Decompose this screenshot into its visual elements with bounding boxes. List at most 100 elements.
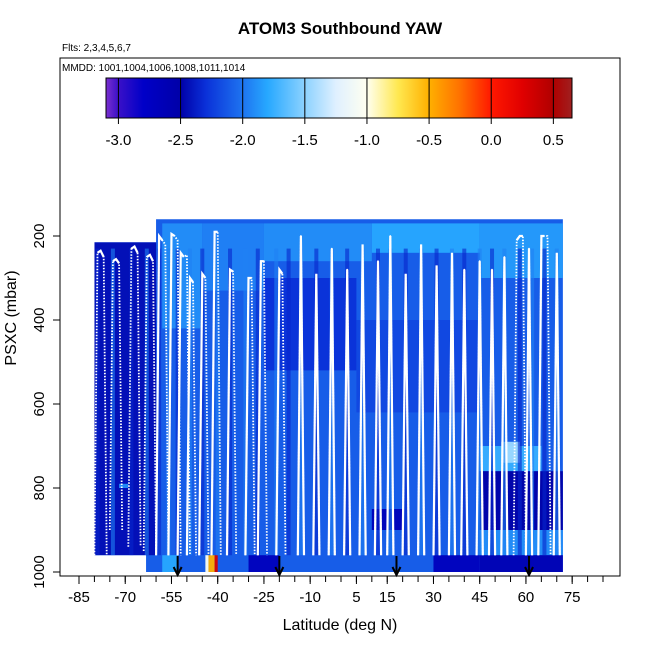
heatmap-cell (479, 555, 563, 572)
x-tick-label: -70 (114, 589, 136, 606)
flight-track-top (432, 265, 441, 556)
profile-stripe (449, 248, 454, 556)
y-tick-label: 800 (31, 475, 48, 500)
flight-track-top (386, 235, 395, 556)
flight-track-top (460, 269, 469, 556)
plot-frame (59, 57, 621, 577)
heatmap-cell (205, 555, 209, 572)
heatmap-cell (119, 483, 129, 488)
profile-stripe (490, 248, 495, 556)
flight-track (127, 245, 142, 547)
flight-track-top (185, 274, 194, 556)
flight-track-top (401, 273, 410, 556)
flight-track (512, 235, 527, 556)
profile-stripe (375, 248, 380, 556)
profile-stripe (129, 248, 134, 556)
colorbar-tick-label: -2.0 (230, 132, 256, 149)
y-tick-label: 600 (31, 391, 48, 416)
profile-stripe (434, 248, 439, 556)
profile-stripe (419, 248, 424, 556)
profile-stripe (95, 248, 100, 556)
flight-track-top (296, 235, 306, 556)
flight-track-top (198, 270, 207, 556)
profile-stripe (144, 248, 149, 556)
x-tick-label: 75 (564, 589, 581, 606)
colorbar-gradient (105, 77, 573, 119)
profile-stripe (243, 248, 248, 556)
flights-label: Flts: 2,3,4,5,6,7 (62, 43, 131, 54)
heatmap-cell (208, 555, 215, 572)
flight-track-top (343, 269, 352, 556)
profile-stripe (477, 248, 482, 556)
arrow-marker (391, 556, 402, 578)
x-tick-label: 5 (352, 589, 360, 606)
profile-stripe (175, 248, 180, 556)
colorbar-tick-label: -3.0 (105, 132, 131, 149)
profile-stripe (403, 248, 408, 556)
profile-stripe (542, 248, 547, 556)
profile-stripe (166, 248, 171, 556)
flight-track-top (176, 249, 185, 556)
flight-track-top (358, 244, 367, 556)
profile-stripe (187, 248, 192, 556)
x-axis: -85 -70 -55 -40 -25 -10 5 15 30 45 60 75 (68, 576, 604, 606)
x-tick-label: 45 (471, 589, 488, 606)
profile-stripe (274, 248, 279, 556)
x-tick-label: -25 (253, 589, 275, 606)
profile-stripe (298, 248, 303, 556)
flight-track-top (475, 261, 484, 556)
y-tick-label: 400 (31, 307, 48, 332)
profile-stripe (360, 248, 365, 556)
profile-stripe (228, 248, 233, 556)
flight-track-top (155, 232, 164, 556)
flight-tracks (93, 230, 561, 556)
mmdd-label: MMDD: 1001,1004,1006,1008,1011,1014 (62, 63, 246, 74)
flight-track-top (552, 252, 561, 556)
colorbar-tick-label: -0.5 (416, 132, 442, 149)
profile-stripe (345, 248, 350, 556)
x-tick-label: -85 (68, 589, 90, 606)
flight-track-top (327, 248, 336, 556)
flight-track-top (515, 234, 523, 241)
flight-track-top (244, 276, 252, 556)
flight-track-top (537, 234, 545, 556)
x-tick-label: 15 (379, 589, 396, 606)
heatmap-cell (371, 223, 480, 253)
flight-track-top (447, 252, 457, 556)
profile-stripe (110, 248, 115, 556)
arrow-markers (172, 556, 534, 578)
flight-track-top (275, 266, 284, 556)
colorbar-tick-label: -2.5 (168, 132, 194, 149)
colorbar-tick-label: 0.0 (481, 132, 502, 149)
profile-stripe (157, 248, 162, 556)
x-tick-label: -55 (161, 589, 183, 606)
profile-stripe (314, 248, 319, 556)
colorbar: -3.0 -2.5 -2.0 -1.5 -1.0 -0.5 0.0 0.5 (105, 77, 573, 149)
flight-track-top (167, 231, 176, 556)
flight-track-top (130, 244, 139, 254)
flight-track-top (417, 244, 426, 556)
heatmap-cell (356, 320, 480, 413)
profile-stripe (502, 248, 507, 556)
profile-stripe (286, 248, 291, 556)
x-axis-label: Latitude (deg N) (283, 617, 398, 634)
x-tick-label: -10 (299, 589, 321, 606)
arrow-marker (172, 556, 183, 578)
profile-stripe (388, 248, 393, 556)
heatmap-cell (433, 555, 480, 572)
profile-stripe (517, 248, 522, 556)
y-tick-label: 200 (31, 223, 48, 248)
y-axis: 200 400 600 800 1000 (31, 223, 60, 589)
profile-stripe (554, 248, 559, 556)
flight-track-top (524, 248, 534, 556)
arrow-marker (274, 556, 285, 578)
flight-track-top (256, 260, 264, 556)
y-tick-label: 1000 (31, 555, 48, 588)
x-tick-label: 60 (518, 589, 535, 606)
y-axis-label: PSXC (mbar) (3, 270, 20, 365)
flight-track-top (500, 256, 509, 556)
profile-stripe (215, 248, 220, 556)
flight-track-top (225, 267, 234, 556)
flight-track-top (96, 249, 105, 258)
